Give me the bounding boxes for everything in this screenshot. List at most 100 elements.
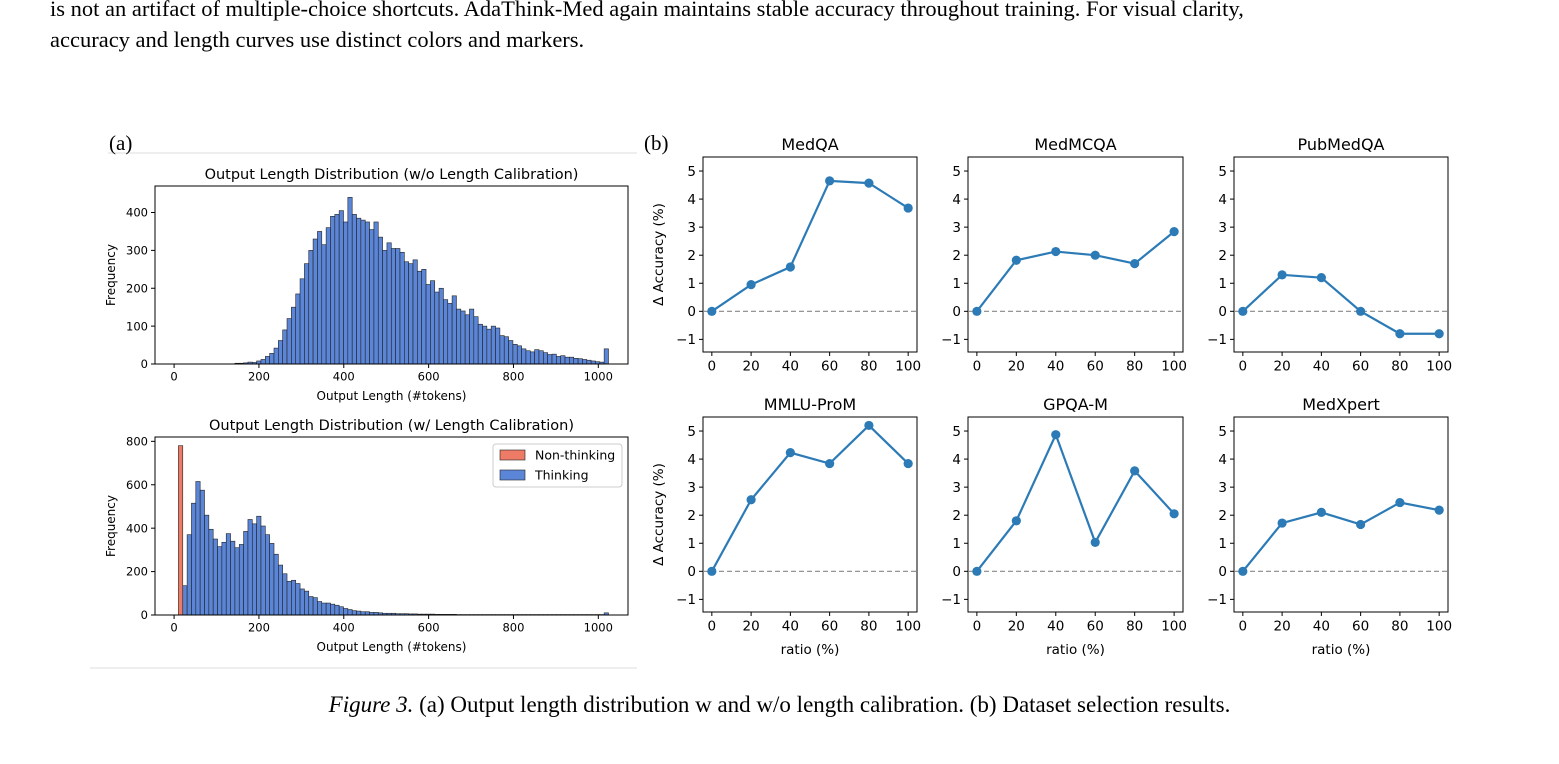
x-axis-label: Output Length (#tokens) [317,640,467,654]
histogram-bar [304,263,310,365]
histogram-bar [569,356,575,365]
histogram-bar [317,231,323,365]
data-point [1051,430,1061,440]
histogram-bar [347,197,353,365]
histogram-bar [269,353,275,365]
histogram-bar [438,287,444,365]
chart-title: MedMCQA [1034,135,1116,154]
data-point [1277,270,1287,280]
histogram-bar [317,601,323,616]
x-axis-label: ratio (%) [781,642,840,658]
histogram-bar [377,236,383,365]
chart-title: Output Length Distribution (w/ Length Ca… [209,418,574,434]
histogram-bar [477,323,483,365]
x-tick-label: 100 [1426,359,1452,375]
histogram-bar [360,219,366,365]
figure-3: (a) (b) 0 200 400 600 800 10000100200300400Ou… [90,131,1452,669]
x-tick-label: 40 [782,359,799,375]
histogram-bar [564,356,570,365]
histogram-bar [469,308,475,365]
chart-title: MedQA [781,135,838,154]
x-tick-label: 80 [860,359,877,375]
histogram-bar [408,263,414,365]
histogram-bar [291,306,297,365]
x-tick-label: 0 [170,621,177,635]
histogram-bar [278,564,283,616]
y-tick-label: 1 [1218,276,1227,292]
histogram-bar [451,295,457,365]
histogram-bar [399,251,405,365]
data-point [1130,259,1140,269]
caption-text: (a) Output length distribution w and w/o… [419,692,1231,717]
histogram-bar [460,310,466,365]
x-tick-label: 200 [248,370,270,384]
y-tick-label: 2 [1218,248,1227,264]
histogram-bar [343,608,349,616]
data-point [1356,306,1366,316]
data-point [1277,518,1287,528]
y-tick-label: 4 [687,192,696,208]
series-line [1242,273,1440,335]
histogram-bar [538,350,544,365]
x-tick-label: 60 [1087,359,1104,375]
histogram-bar [490,325,496,365]
data-point [1434,329,1444,339]
y-tick-label: 100 [126,319,148,333]
panel-b-label: (b) [644,131,669,155]
y-tick-label: 300 [126,244,148,258]
y-axis-label: Frequency [104,495,118,557]
histogram-bar [412,259,418,365]
histogram-bar [273,553,279,616]
y-tick-label: 3 [952,220,961,236]
y-tick-label: 0 [141,608,148,622]
data-point [1316,507,1326,517]
data-point [1090,250,1100,260]
x-tick-label: 40 [1047,619,1064,635]
y-tick-label: 4 [687,452,696,468]
histogram-bar [282,573,288,616]
y-tick-label: 1 [1218,536,1227,552]
histogram-bar [508,340,514,365]
y-axis-label: Δ Accuracy (%) [651,463,667,566]
figure-caption: Figure 3. (a) Output length distribution… [0,692,1559,718]
x-tick-label: 80 [1391,359,1408,375]
data-point [746,280,756,290]
histogram-bar [534,349,540,365]
x-tick-label: 60 [1352,619,1369,635]
histogram-bar [464,314,470,365]
histogram-bar [343,221,349,365]
histogram-bar [265,534,270,616]
histogram-bar [191,502,197,616]
histogram-bar [573,358,579,365]
histogram-bar [208,528,214,616]
histogram-bar [204,514,210,616]
histogram-bar [330,603,336,616]
histogram-bar [543,352,548,365]
histogram-bar [330,216,336,365]
axes-frame [967,416,1184,613]
y-tick-label: 2 [952,508,961,524]
y-tick-label: 1 [952,536,961,552]
histogram-bar [547,354,553,365]
histogram-bar [390,248,396,365]
data-point [785,262,795,272]
histogram-bar [521,348,527,365]
histogram-bar [577,358,583,365]
histogram-bar [325,602,331,616]
x-tick-label: 0 [1239,359,1248,375]
chart-3: 0 20 40 60 80 100 −1 0 1 2 3 4 5 MedMCQA [941,135,1187,375]
histogram-bar [260,359,266,365]
histogram-bar [556,356,561,365]
y-tick-label: 3 [952,480,961,496]
data-point [864,420,874,431]
x-tick-label: 400 [333,370,355,384]
histogram-bar [417,270,422,365]
x-tick-label: 40 [1047,359,1064,375]
histogram-bar [386,242,392,365]
histogram-bar [260,525,266,616]
chart-title: Output Length Distribution (w/o Length C… [205,167,579,183]
histogram-bar [382,250,388,365]
histogram-bar [447,303,453,365]
x-tick-label: 800 [502,621,524,635]
x-axis-label: ratio (%) [1312,642,1371,658]
